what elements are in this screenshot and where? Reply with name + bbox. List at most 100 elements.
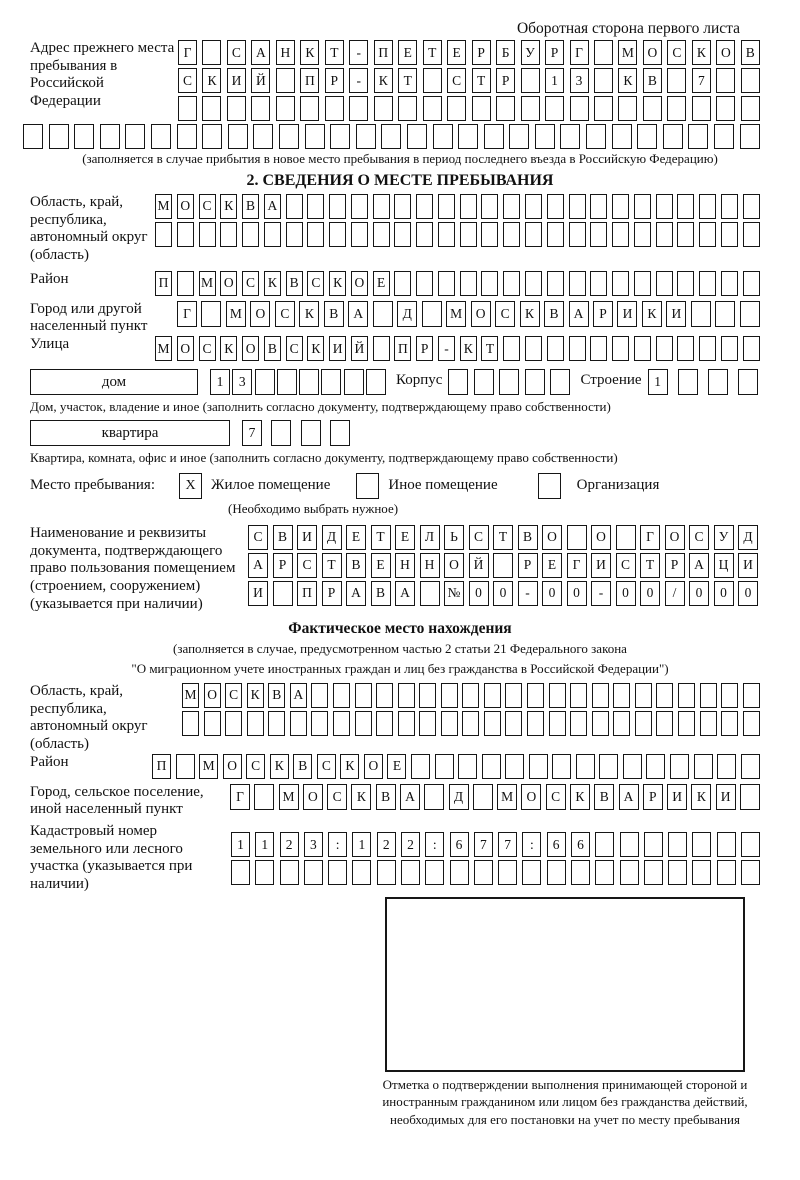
char-cell[interactable] [251,96,271,121]
char-cell[interactable] [253,124,274,149]
char-cell[interactable] [503,270,521,296]
char-cell[interactable] [440,682,458,708]
char-cell[interactable] [397,682,415,708]
char-cell[interactable] [742,221,760,247]
char-cell[interactable]: И [329,336,347,362]
char-cell[interactable] [667,96,687,121]
char-cell[interactable]: К [307,336,325,362]
char-cell[interactable]: О [250,300,271,327]
char-cell[interactable]: К [351,783,372,810]
char-cell[interactable] [655,336,673,362]
char-cell[interactable] [354,710,372,736]
char-cell[interactable] [546,860,566,885]
char-cell[interactable] [472,783,493,810]
char-cell[interactable]: С [198,193,216,219]
char-cell[interactable] [668,860,688,885]
char-cell[interactable]: 0 [542,580,562,606]
char-cell[interactable]: С [248,524,268,550]
char-cell[interactable] [416,193,434,219]
char-cell[interactable]: Р [496,68,516,93]
char-cell[interactable] [692,860,712,885]
char-cell[interactable] [503,336,521,362]
char-cell[interactable]: В [375,783,396,810]
char-cell[interactable] [372,300,393,327]
char-cell[interactable]: О [220,270,238,296]
char-cell[interactable]: М [182,682,199,708]
char-cell[interactable]: К [202,68,222,93]
char-cell[interactable]: Т [640,552,660,578]
char-cell[interactable]: К [263,270,281,296]
char-cell[interactable] [202,96,222,121]
char-cell[interactable] [534,124,555,149]
char-cell[interactable] [285,193,303,219]
char-cell[interactable] [527,682,544,708]
char-cell[interactable]: С [225,682,243,708]
char-cell[interactable] [381,124,402,149]
char-cell[interactable] [509,124,530,149]
char-cell[interactable] [613,710,631,736]
char-cell[interactable]: О [242,336,260,362]
char-cell[interactable] [715,300,736,327]
char-cell[interactable] [448,369,469,396]
char-cell[interactable] [376,860,396,885]
char-cell[interactable] [716,832,736,857]
char-cell[interactable]: О [363,753,383,779]
char-cell[interactable] [411,753,431,779]
char-cell[interactable] [201,300,222,327]
char-cell[interactable]: Т [493,524,513,550]
char-cell[interactable] [593,68,613,93]
char-cell[interactable] [546,336,564,362]
char-cell[interactable] [300,420,321,446]
char-cell[interactable] [699,193,717,219]
char-cell[interactable] [548,710,566,736]
char-cell[interactable]: С [297,552,317,578]
char-cell[interactable] [668,832,688,857]
char-cell[interactable] [398,96,418,121]
char-cell[interactable] [220,221,238,247]
char-cell[interactable]: Б [496,40,516,65]
char-cell[interactable]: 7 [691,68,711,93]
char-cell[interactable] [646,753,666,779]
char-cell[interactable]: Т [324,40,344,65]
char-cell[interactable] [716,68,736,93]
char-cell[interactable]: Н [275,40,295,65]
char-cell[interactable]: 0 [738,580,758,606]
char-cell[interactable] [568,336,586,362]
char-cell[interactable] [176,124,197,149]
char-cell[interactable] [473,860,493,885]
char-cell[interactable]: П [373,40,393,65]
char-cell[interactable] [643,832,663,857]
char-cell[interactable] [503,193,521,219]
char-cell[interactable] [570,710,588,736]
char-cell[interactable] [394,221,412,247]
char-cell[interactable]: 1 [352,832,372,857]
char-cell[interactable]: 3 [569,68,589,93]
char-cell[interactable]: В [740,40,760,65]
char-cell[interactable]: В [517,524,538,550]
char-cell[interactable] [481,270,499,296]
char-cell[interactable]: Ь [444,524,464,550]
char-cell[interactable] [307,193,325,219]
apartment-word-box[interactable]: квартира [30,420,230,446]
char-cell[interactable]: № [444,580,464,606]
char-cell[interactable] [677,369,698,396]
char-cell[interactable]: Г [230,783,250,810]
char-cell[interactable]: В [268,682,286,708]
char-cell[interactable] [595,832,615,857]
char-cell[interactable] [425,860,445,885]
char-cell[interactable] [550,369,571,396]
char-cell[interactable] [667,68,687,93]
char-cell[interactable] [304,124,325,149]
char-cell[interactable] [376,682,394,708]
char-cell[interactable] [716,860,736,885]
char-cell[interactable] [459,270,477,296]
char-cell[interactable]: В [594,783,615,810]
char-cell[interactable]: Р [592,300,613,327]
char-cell[interactable] [458,124,479,149]
char-cell[interactable]: С [689,524,709,550]
char-cell[interactable] [332,710,350,736]
char-cell[interactable]: К [691,783,712,810]
char-cell[interactable]: 2 [400,832,420,857]
char-cell[interactable]: К [340,753,360,779]
char-cell[interactable]: 1 [545,68,565,93]
